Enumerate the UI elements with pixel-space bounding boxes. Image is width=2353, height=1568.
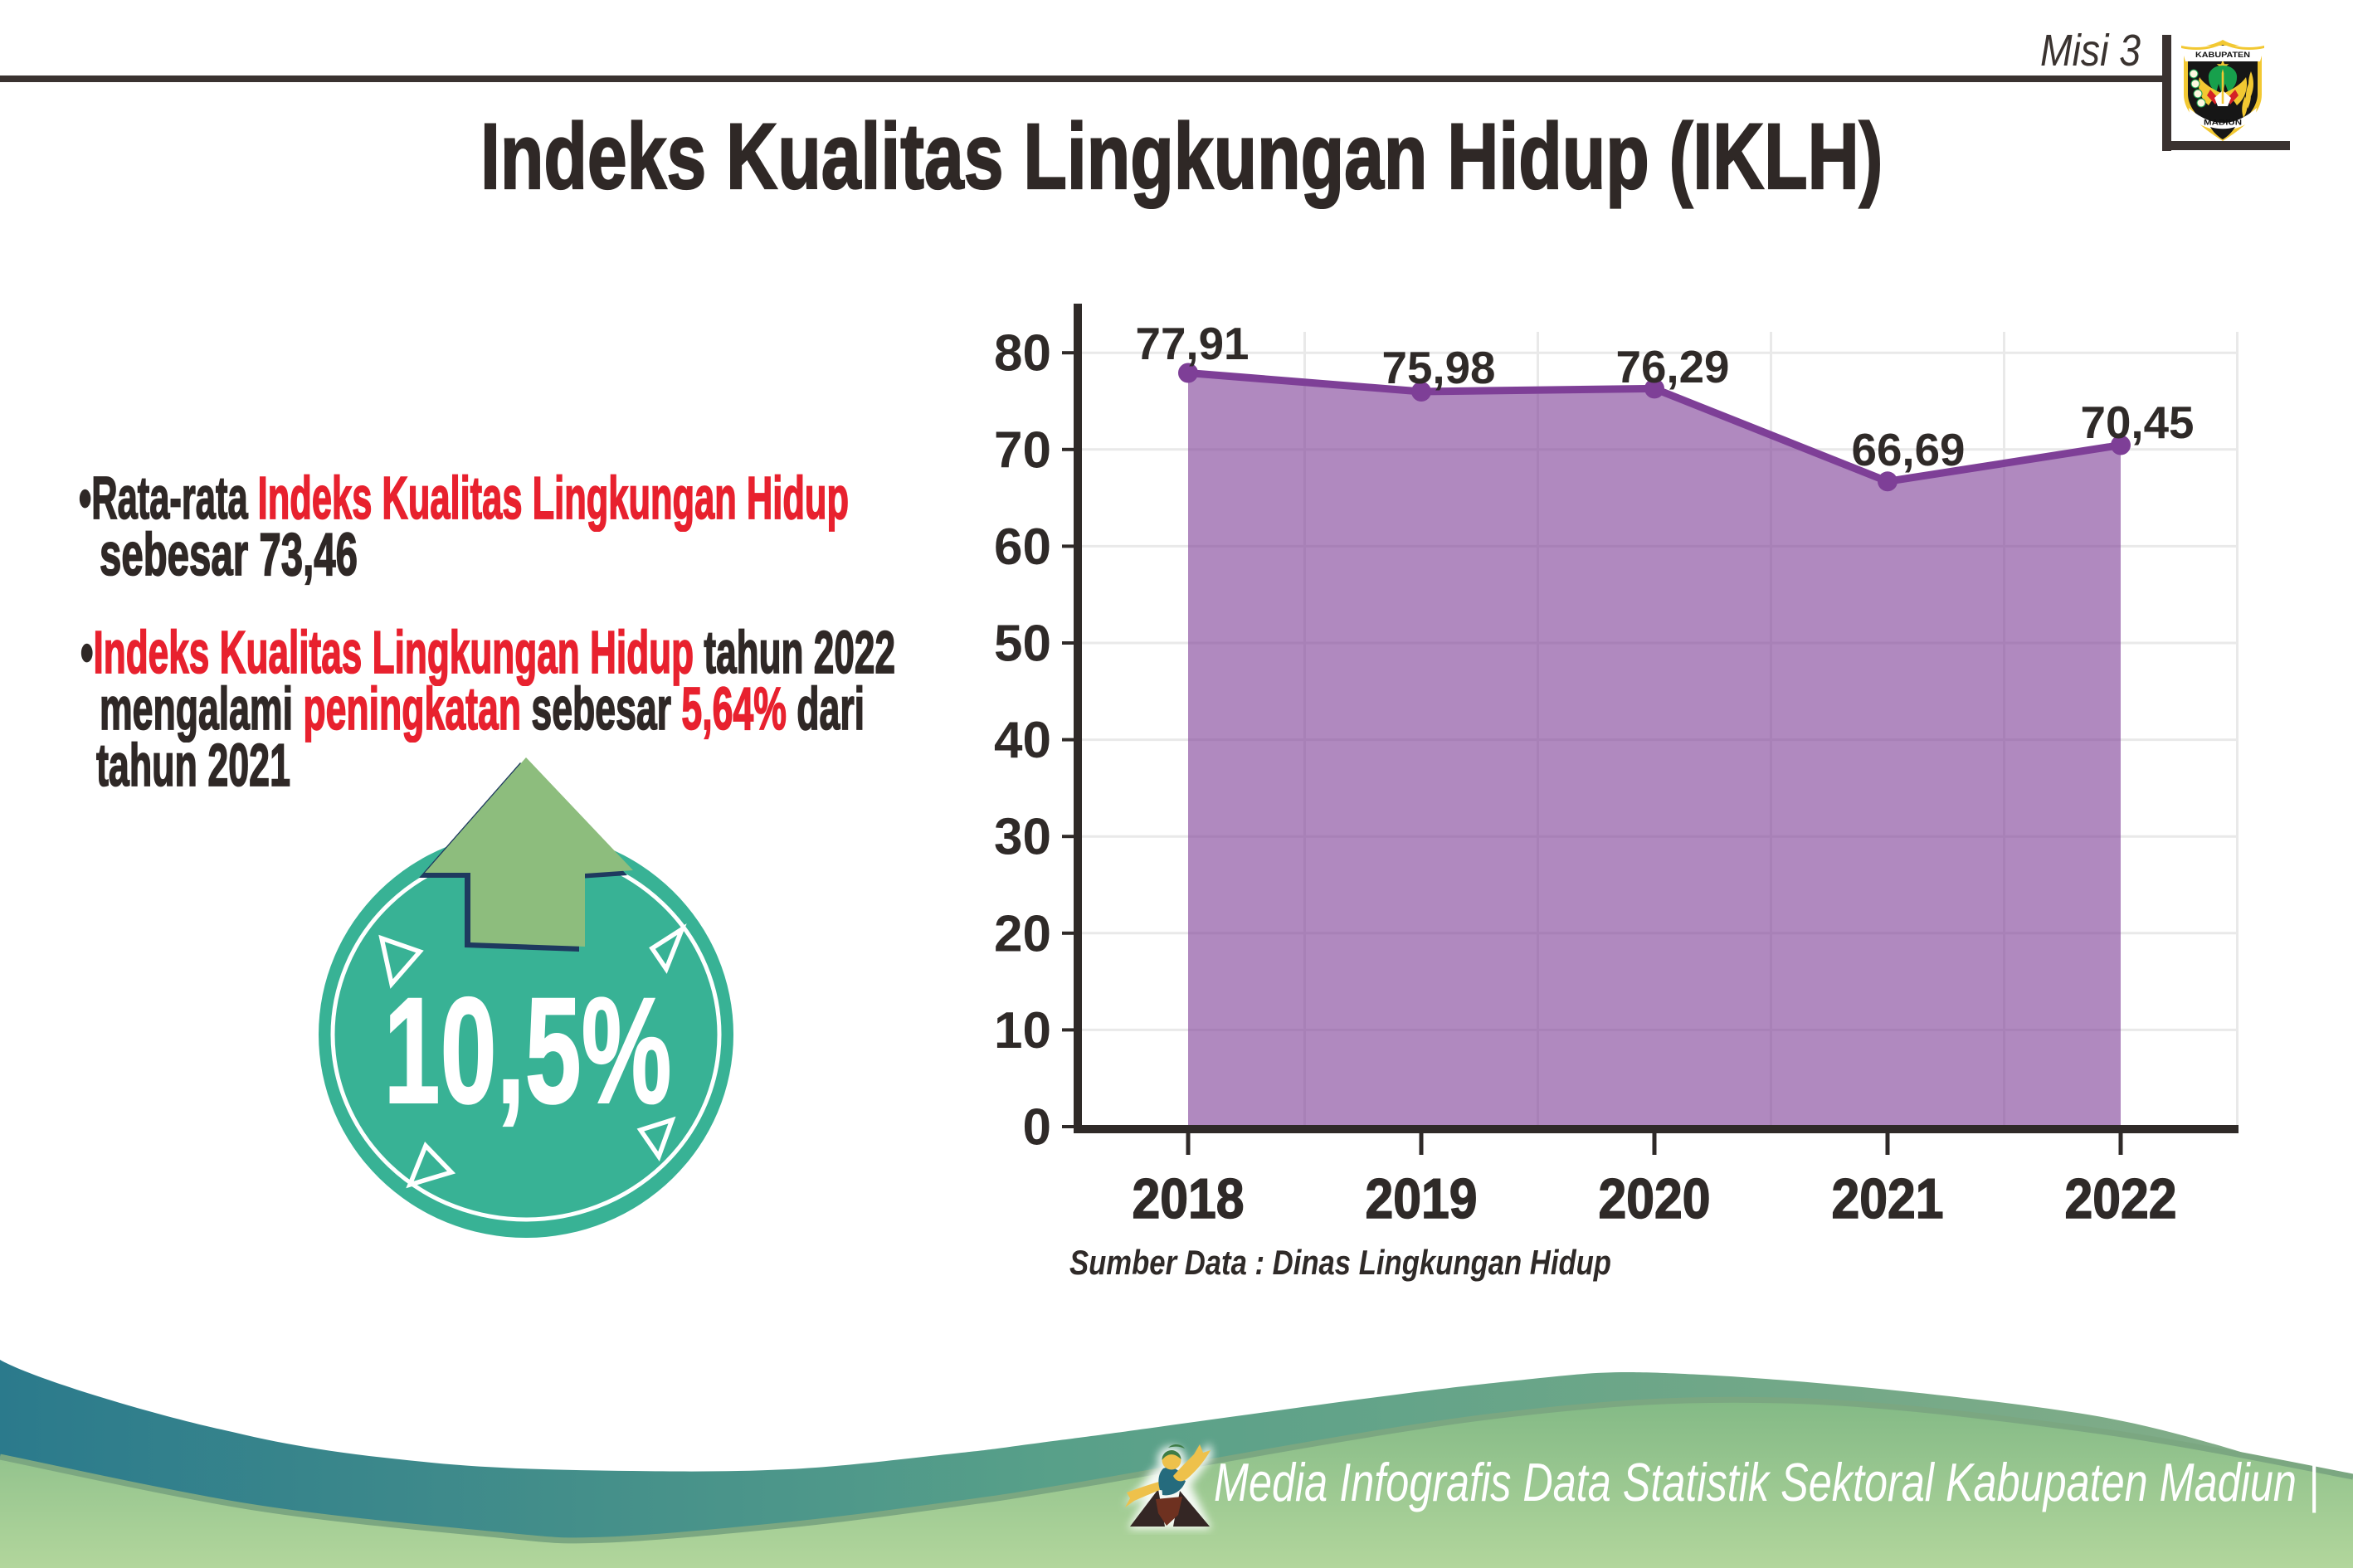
svg-text:40: 40 bbox=[994, 712, 1051, 769]
svg-text:2021: 2021 bbox=[1832, 1167, 1944, 1230]
svg-text:80: 80 bbox=[994, 325, 1051, 382]
svg-text:2022: 2022 bbox=[2065, 1167, 2177, 1230]
svg-text:2020: 2020 bbox=[1599, 1167, 1711, 1230]
svg-text:10,5%: 10,5% bbox=[384, 966, 672, 1135]
svg-text:20: 20 bbox=[994, 905, 1051, 962]
svg-text:77,91: 77,91 bbox=[1136, 318, 1250, 369]
svg-text:75,98: 75,98 bbox=[1382, 342, 1496, 393]
svg-text:MADIUN: MADIUN bbox=[2204, 119, 2242, 127]
svg-text:2018: 2018 bbox=[1133, 1167, 1245, 1230]
svg-text:60: 60 bbox=[994, 519, 1051, 576]
svg-text:66,69: 66,69 bbox=[1852, 424, 1966, 475]
svg-text:50: 50 bbox=[994, 616, 1051, 673]
svg-text:10: 10 bbox=[994, 1002, 1051, 1059]
svg-text:2019: 2019 bbox=[1366, 1167, 1478, 1230]
svg-text:0: 0 bbox=[1023, 1099, 1051, 1157]
svg-text:70,45: 70,45 bbox=[2081, 397, 2195, 448]
svg-text:70: 70 bbox=[994, 421, 1051, 479]
svg-text:76,29: 76,29 bbox=[1616, 341, 1730, 392]
svg-text:KABUPATEN: KABUPATEN bbox=[2195, 51, 2250, 60]
svg-text:30: 30 bbox=[994, 809, 1051, 866]
svg-text:Sumber Data : Dinas Lingkungan: Sumber Data : Dinas Lingkungan Hidup bbox=[1069, 1243, 1611, 1282]
